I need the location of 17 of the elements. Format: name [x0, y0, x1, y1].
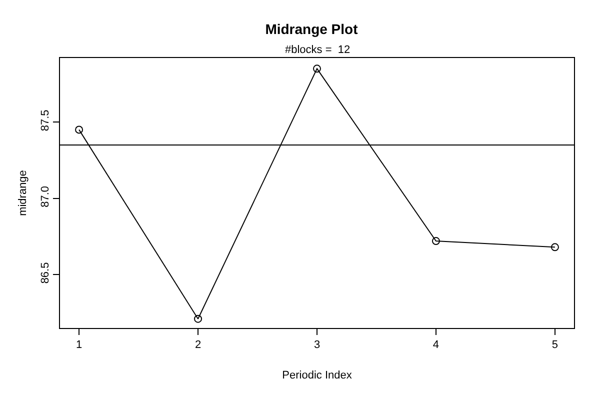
chart-subtitle: #blocks = 12: [285, 44, 350, 56]
point: [75, 126, 84, 134]
x-tick-label: 2: [194, 339, 202, 352]
point: [432, 237, 440, 246]
y-tick-label: 87.5: [40, 110, 52, 132]
chart-title: Midrange Plot: [265, 20, 358, 37]
x-tick-label: 1: [76, 339, 82, 352]
y-tick-label: 87.0: [40, 186, 52, 208]
y-tick-label: 86.5: [40, 262, 52, 284]
point: [550, 243, 559, 252]
point: [313, 64, 321, 73]
point: [194, 314, 202, 323]
x-tick-label: 3: [314, 339, 320, 352]
x-tick-label: 4: [432, 339, 440, 352]
y-axis-title: midrange: [17, 170, 30, 216]
x-tick-label: 5: [552, 339, 558, 352]
x-axis-title: Periodic Index: [282, 369, 352, 382]
